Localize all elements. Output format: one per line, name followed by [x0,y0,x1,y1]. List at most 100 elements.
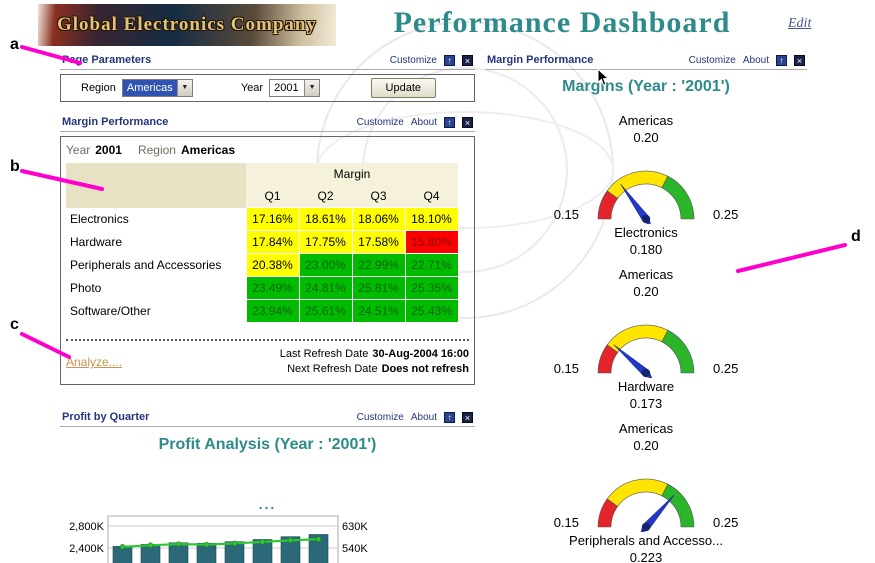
portlet-footer: Analyze.... Last Refresh Date 30-Aug-2004… [64,347,471,379]
row-label: Electronics [66,207,246,231]
close-icon[interactable]: × [794,54,805,66]
portlet-header: Margin Performance Customize About ↑ × [485,52,807,70]
report-context: Year 2001 Region Americas [64,141,471,163]
margin-value-cell: 20.38% [245,253,300,277]
portlet-title: Margin Performance [487,54,594,66]
customize-link[interactable]: Customize [356,411,404,423]
margin-value-cell: 17.84% [245,230,300,254]
gauge-row: 0.15 0.25 [485,300,807,378]
region-selected-value: Americas [122,80,177,96]
parameters-form: Region Americas ▼ Year 2001 ▼ Update [60,74,475,102]
maximize-icon[interactable]: ↑ [444,54,455,66]
portlet-header: Margin Performance Customize About ↑ × [60,114,475,132]
gauge-min-label: 0.15 [553,361,579,376]
gauge-min-label: 0.15 [553,207,579,222]
callout-letter-c: c [10,316,19,333]
gauge-dial [597,170,695,224]
chevron-down-icon[interactable]: ▼ [304,80,320,96]
margin-value-cell: 23.00% [298,253,353,277]
gauge-dial [597,324,695,378]
gauge-min-label: 0.15 [553,515,579,530]
margin-table: Margin Q1 Q2 Q3 Q4 Electronics 17.16% 18.61% 1… [66,163,459,323]
svg-text:540K: 540K [342,543,368,555]
profit-chart-svg: 2,800K 2,400K 630K 540K [69,515,368,563]
close-icon[interactable]: × [462,54,473,66]
gauge-max-label: 0.25 [713,515,739,530]
table-row: Electronics 17.16% 18.61% 18.06% 18.10% [66,207,459,231]
gauge-group-label: Americas [618,267,674,282]
margin-value-cell: 15.80% [404,230,459,254]
last-refresh-label: Last Refresh Date [279,348,369,360]
context-region-value: Americas [180,143,236,157]
year-select[interactable]: 2001 ▼ [269,79,321,97]
margin-value-cell: 25.43% [404,299,459,323]
table-row: Peripherals and Accessories 20.38% 23.00% 2… [66,253,459,277]
svg-text:2,400K: 2,400K [69,543,105,555]
profit-chart: 2,800K 2,400K 630K 540K [60,514,475,563]
row-label: Peripherals and Accessories [66,253,246,277]
margin-value-cell: 25.81% [351,276,406,300]
quarter-column-header: Q4 [405,185,458,208]
margin-value-cell: 17.58% [351,230,406,254]
row-label: Hardware [66,230,246,254]
profit-by-quarter-portlet: Profit by Quarter Customize About ↑ × Pr… [60,409,475,563]
margin-value-cell: 18.06% [351,207,406,231]
about-link[interactable]: About [410,116,437,128]
table-row: Software/Other 23.94% 25.61% 24.51% 25.43% [66,299,459,323]
margin-value-cell: 25.35% [404,276,459,300]
context-region-label: Region [137,143,176,157]
maximize-icon[interactable]: ↑ [444,116,455,128]
svg-text:2,800K: 2,800K [69,521,105,533]
margin-value-cell: 23.94% [245,299,300,323]
page-title: Performance Dashboard [393,6,731,39]
margin-performance-gauge-portlet: Margin Performance Customize About ↑ × M… [485,52,807,563]
last-refresh-value: 30-Aug-2004 16:00 [372,348,469,360]
truncation-ellipsis: ... [258,496,277,512]
next-refresh-label: Next Refresh Date [287,363,378,375]
context-year-label: Year [66,143,91,157]
margin-table-content: Year 2001 Region Americas Margin Q1 Q2 Q3 Q4 E… [60,136,475,385]
chevron-down-icon[interactable]: ▼ [176,80,192,96]
gauge-top-tick-label: 0.20 [633,284,659,299]
margin-value-cell: 18.61% [298,207,353,231]
about-link[interactable]: About [410,411,437,423]
close-icon[interactable]: × [462,411,473,423]
mouse-cursor-icon [597,68,610,86]
update-button[interactable]: Update [370,78,436,98]
maximize-icon[interactable]: ↑ [444,411,455,423]
analyze-link[interactable]: Analyze.... [66,355,123,369]
gauge-group-label: Americas [618,421,674,436]
gauge-row: 0.15 0.25 [485,454,807,532]
margin-value-cell: 24.51% [351,299,406,323]
portlet-title: Margin Performance [62,116,169,128]
gauge-top-tick-label: 0.20 [633,130,659,145]
dotted-separator [66,339,469,341]
table-row: Photo 23.49% 24.81% 25.81% 25.35% [66,276,459,300]
gauge-group-label: Americas [618,113,674,128]
region-select[interactable]: Americas ▼ [121,79,193,97]
about-link[interactable]: About [742,54,769,66]
gauge-value: 0.180 [629,242,663,257]
edit-link[interactable]: Edit [788,16,812,31]
company-logo-text: Global Electronics Company [57,14,317,35]
customize-link[interactable]: Customize [356,116,404,128]
row-label: Software/Other [66,299,246,323]
gauge-row: 0.15 0.25 [485,146,807,224]
portlet-header: Profit by Quarter Customize About ↑ × [60,409,475,427]
company-logo: Global Electronics Company [38,4,336,46]
svg-text:630K: 630K [342,521,368,533]
quarter-column-header: Q2 [299,185,352,208]
refresh-info: Last Refresh Date 30-Aug-2004 16:00 Next … [280,347,469,377]
margin-performance-table-portlet: Margin Performance Customize About ↑ × Y… [60,114,475,385]
table-row: Hardware 17.84% 17.75% 17.58% 15.80% [66,230,459,254]
customize-link[interactable]: Customize [688,54,736,66]
gauge: Americas 0.20 0.15 0.25 Peripherals and Acce… [485,420,807,563]
close-icon[interactable]: × [462,116,473,128]
gauge-dial [597,478,695,532]
customize-link[interactable]: Customize [389,54,437,66]
gauge: Americas 0.20 0.15 0.25 Electronics 0.180 [485,112,807,258]
gauge-max-label: 0.25 [713,361,739,376]
margin-value-cell: 23.49% [245,276,300,300]
maximize-icon[interactable]: ↑ [776,54,787,66]
